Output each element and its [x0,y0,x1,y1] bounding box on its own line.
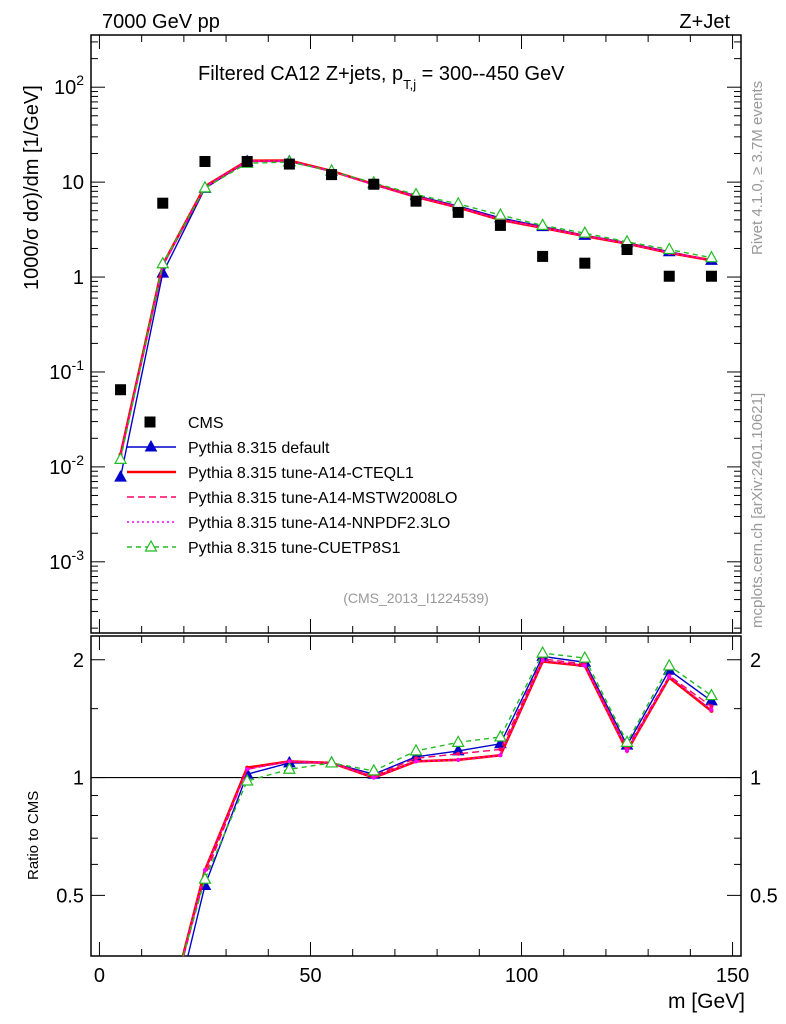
cms-data-point [663,270,675,282]
series-line-ratio [182,659,712,957]
legend-marker [144,539,158,552]
series-point-main [662,242,676,255]
series-point-ratio [456,751,461,756]
series-point-ratio [498,753,503,758]
series-point-ratio [198,871,212,884]
y-tick-label: 1 [73,267,84,289]
legend-label: Pythia 8.315 tune-A14-MSTW2008LO [188,490,457,507]
series-point-main [156,256,170,269]
legend-label: Pythia 8.315 default [188,440,330,457]
cms-data-point [368,178,380,190]
chart-title: Filtered CA12 Z+jets, pT,j = 300--450 Ge… [198,63,565,92]
series-point-ratio [493,729,507,742]
y-tick-label: 10 [62,172,84,194]
series-line-ratio [187,655,712,957]
cms-data-point [283,158,295,170]
series-point-main [114,452,128,464]
cms-data-point [241,155,253,167]
cms-data-point [452,206,464,218]
y-tick-label: 10-3 [49,547,84,574]
series-point-ratio [414,756,418,761]
legend-cms-marker [144,416,156,428]
series-point-ratio [202,868,207,873]
ratio-axis-label: Ratio to CMS [25,791,42,880]
series-point-main [198,180,212,193]
series-point-ratio [240,773,254,786]
legend-cms-label: CMS [188,415,224,432]
series-point-main [536,218,550,231]
legend-marker [144,439,158,452]
series-point-ratio [409,743,423,756]
cms-data-point [157,197,169,209]
series-line-ratio [181,660,713,957]
x-tick-label: 50 [299,965,321,987]
series-point-ratio [625,748,630,753]
mcplots-label: mcplots.cern.ch [arXiv:2401.10621] [749,393,766,628]
cms-data-point [705,270,717,282]
x-axis-label: m [GeV] [668,990,745,1013]
cms-data-point [199,155,211,167]
cms-data-point [537,250,549,262]
series-point-ratio [414,759,418,764]
series-point-main [493,207,507,220]
series-point-main [704,250,718,263]
series-point-ratio [371,775,376,780]
series-point-ratio [287,759,292,764]
cms-data-point [494,219,506,231]
series-line-ratio [182,652,712,957]
process-label: Z+Jet [679,11,730,33]
series-point-ratio [325,755,339,768]
series-point-ratio [498,747,503,752]
y-tick-label: 10-1 [49,357,84,384]
cms-data-point [115,384,127,396]
series-point-ratio [709,704,714,709]
series-point-ratio [709,707,714,712]
series-point-main [578,225,592,238]
ratio-panel-frame [90,635,742,957]
cms-data-point [326,169,338,181]
main-panel-frame [90,34,742,634]
series-point-ratio [540,658,545,663]
series-point-ratio [667,674,672,679]
ratio-tick-label-right: 1 [750,768,761,790]
ratio-tick-label: 0.5 [56,885,84,907]
ratio-tick-label: 2 [73,650,84,672]
y-tick-label: 102 [54,72,84,99]
cms-data-point [621,244,633,256]
series-point-main [114,470,127,482]
series-line-main [119,160,712,457]
x-tick-label: 100 [505,965,538,987]
legend-label: Pythia 8.315 tune-A14-CTEQL1 [188,465,414,482]
series-point-ratio [536,645,550,658]
x-tick-label: 0 [94,965,105,987]
series-point-ratio [620,735,634,747]
series-point-ratio [282,762,296,774]
ratio-tick-label-right: 2 [750,650,761,672]
series-point-main [451,196,465,209]
series-point-ratio [245,767,250,772]
legend-label: Pythia 8.315 tune-CUETP8S1 [188,540,401,557]
x-tick-label: 150 [716,965,749,987]
series-point-ratio [582,663,587,668]
series-point-ratio [662,658,676,671]
legend-label: Pythia 8.315 tune-A14-NNPDF2.3LO [188,515,450,532]
ratio-tick-label: 1 [73,768,84,790]
series-point-ratio [456,757,461,762]
series-point-ratio [367,763,381,776]
series-point-ratio [578,650,592,663]
cms-data-point [579,257,591,269]
y-tick-label: 10-2 [49,452,84,479]
rivet-label: Rivet 4.1.0, ≥ 3.7M events [749,81,766,255]
series-point-ratio [451,735,465,747]
analysis-id: (CMS_2013_I1224539) [343,590,489,606]
cms-data-point [410,195,422,207]
series-point-ratio [704,688,718,701]
y-axis-label: 1000/σ dσ)/dm [1/GeV] [21,85,43,290]
series-line-ratio [183,658,712,957]
energy-label: 7000 GeV pp [102,11,220,33]
ratio-tick-label-right: 0.5 [750,885,778,907]
